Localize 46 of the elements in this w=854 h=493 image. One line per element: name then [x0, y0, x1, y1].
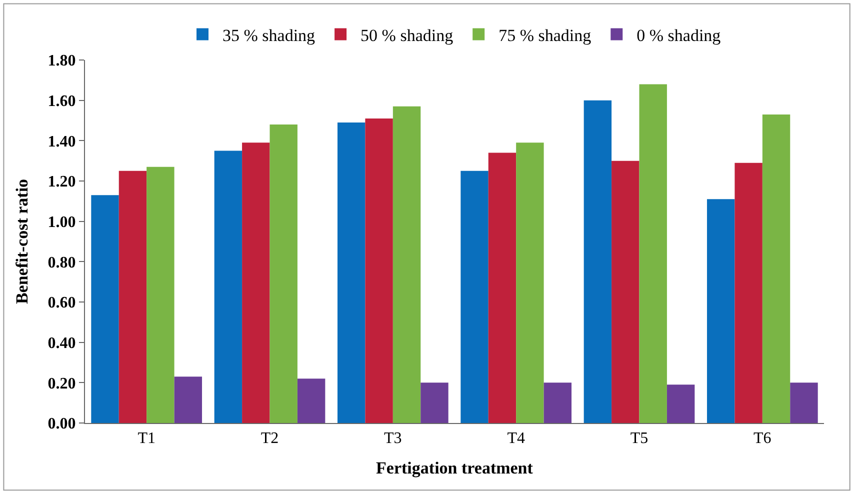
y-tick-label: 1.00: [48, 214, 76, 231]
x-tick-label: T5: [630, 430, 648, 448]
legend-label: 0 % shading: [636, 26, 722, 45]
bar: [762, 114, 790, 423]
bar: [214, 150, 242, 423]
bar: [488, 152, 516, 423]
y-tick-label: 1.60: [48, 92, 76, 110]
bar: [297, 378, 326, 423]
bar: [460, 170, 488, 423]
bar: [420, 382, 448, 423]
bar: [270, 124, 298, 423]
y-tick-label: 1.20: [48, 174, 76, 191]
bar: [666, 384, 695, 423]
bar: [790, 382, 818, 423]
y-tick-label: 0.40: [48, 334, 76, 352]
bar: [734, 162, 762, 423]
bar: [706, 199, 735, 423]
x-tick-label: T4: [507, 430, 525, 448]
bar: [612, 160, 640, 423]
bar: [174, 376, 202, 423]
bar: [91, 195, 119, 423]
bar: [146, 166, 174, 423]
legend-label: 35 % shading: [222, 26, 316, 45]
x-axis-title: Fertigation treatment: [376, 458, 534, 478]
x-tick-label: T3: [384, 430, 402, 448]
y-tick-label: 1.80: [48, 52, 76, 70]
bar: [544, 382, 572, 423]
y-tick-label: 0.00: [48, 416, 76, 433]
bar: [639, 84, 667, 423]
legend-label: 75 % shading: [498, 26, 592, 45]
y-tick-label: 0.20: [48, 375, 76, 392]
y-tick-label: 1.40: [48, 133, 76, 150]
bar: [365, 118, 393, 423]
x-tick-label: T1: [138, 430, 156, 448]
y-tick-label: 0.80: [48, 254, 76, 272]
bar: [242, 142, 270, 423]
y-tick-label: 0.60: [48, 294, 76, 312]
bar: [392, 106, 421, 423]
x-tick-label: T2: [260, 430, 279, 448]
legend-label: 50 % shading: [360, 26, 454, 45]
bar: [337, 122, 366, 423]
bar: [118, 170, 147, 423]
bar: [584, 100, 612, 423]
bar: [516, 142, 544, 423]
x-tick-label: T6: [754, 430, 772, 448]
y-axis-title: Benefit-cost ratio: [12, 178, 32, 304]
